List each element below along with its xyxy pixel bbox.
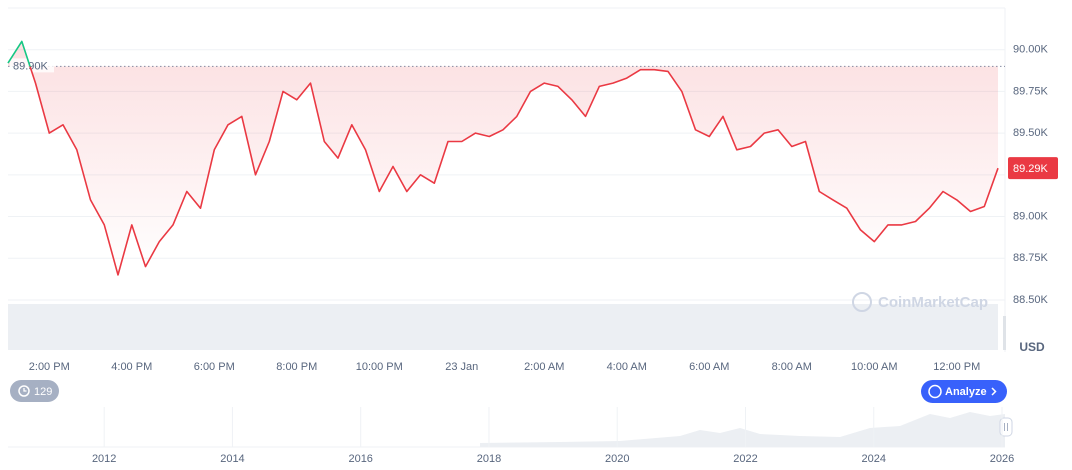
x-tick-label: 6:00 AM (689, 361, 729, 373)
x-tick-label: 4:00 AM (607, 361, 647, 373)
x-tick-label: 10:00 PM (356, 361, 403, 373)
y-tick-label: 89.00K (1013, 210, 1049, 222)
analyze-button[interactable]: Analyze (921, 380, 1007, 403)
plot: 89.90K (7, 40, 1005, 301)
x-tick-label: 8:00 AM (772, 361, 812, 373)
y-tick-label: 89.50K (1013, 127, 1049, 139)
navigator-handle[interactable] (999, 417, 1013, 437)
watermark: CoinMarketCap (852, 292, 988, 312)
analyze-text: Analyze (945, 386, 987, 398)
watermark-text: CoinMarketCap (878, 294, 988, 311)
history-badge[interactable]: 129 (10, 380, 59, 402)
y-axis-label: USD (1019, 340, 1045, 354)
navigator-tick-label: 2018 (477, 453, 501, 465)
volume-area (8, 304, 998, 350)
navigator-area (480, 412, 1005, 447)
navigator-tick-label: 2022 (733, 453, 757, 465)
price-line (7, 40, 999, 276)
last-price-badge (1008, 157, 1058, 180)
y-tick-label: 88.75K (1013, 252, 1049, 264)
x-tick-label: 8:00 PM (276, 361, 317, 373)
x-tick-label: 23 Jan (445, 361, 478, 373)
area-fill (8, 41, 998, 275)
x-tick-label: 2:00 PM (29, 361, 70, 373)
y-tick-label: 90.00K (1013, 44, 1049, 56)
last-price-label: 89.29K (1013, 163, 1049, 175)
navigator-tick-label: 2020 (605, 453, 629, 465)
x-tick-label: 10:00 AM (851, 361, 897, 373)
x-tick-label: 12:00 PM (933, 361, 980, 373)
y-tick-label: 88.50K (1013, 294, 1049, 306)
navigator-tick-label: 2024 (861, 453, 885, 465)
navigator-tick-label: 2012 (92, 453, 116, 465)
navigator-tick-label: 2014 (220, 453, 244, 465)
x-tick-label: 4:00 PM (111, 361, 152, 373)
x-tick-label: 6:00 PM (194, 361, 235, 373)
badge-text: 129 (34, 386, 52, 398)
y-tick-label: 89.75K (1013, 85, 1049, 97)
volume-area (1003, 316, 1006, 350)
navigator-tick-label: 2026 (990, 453, 1014, 465)
baseline-label-bg (10, 58, 54, 73)
x-tick-label: 2:00 AM (524, 361, 564, 373)
navigator-tick-label: 2016 (348, 453, 372, 465)
